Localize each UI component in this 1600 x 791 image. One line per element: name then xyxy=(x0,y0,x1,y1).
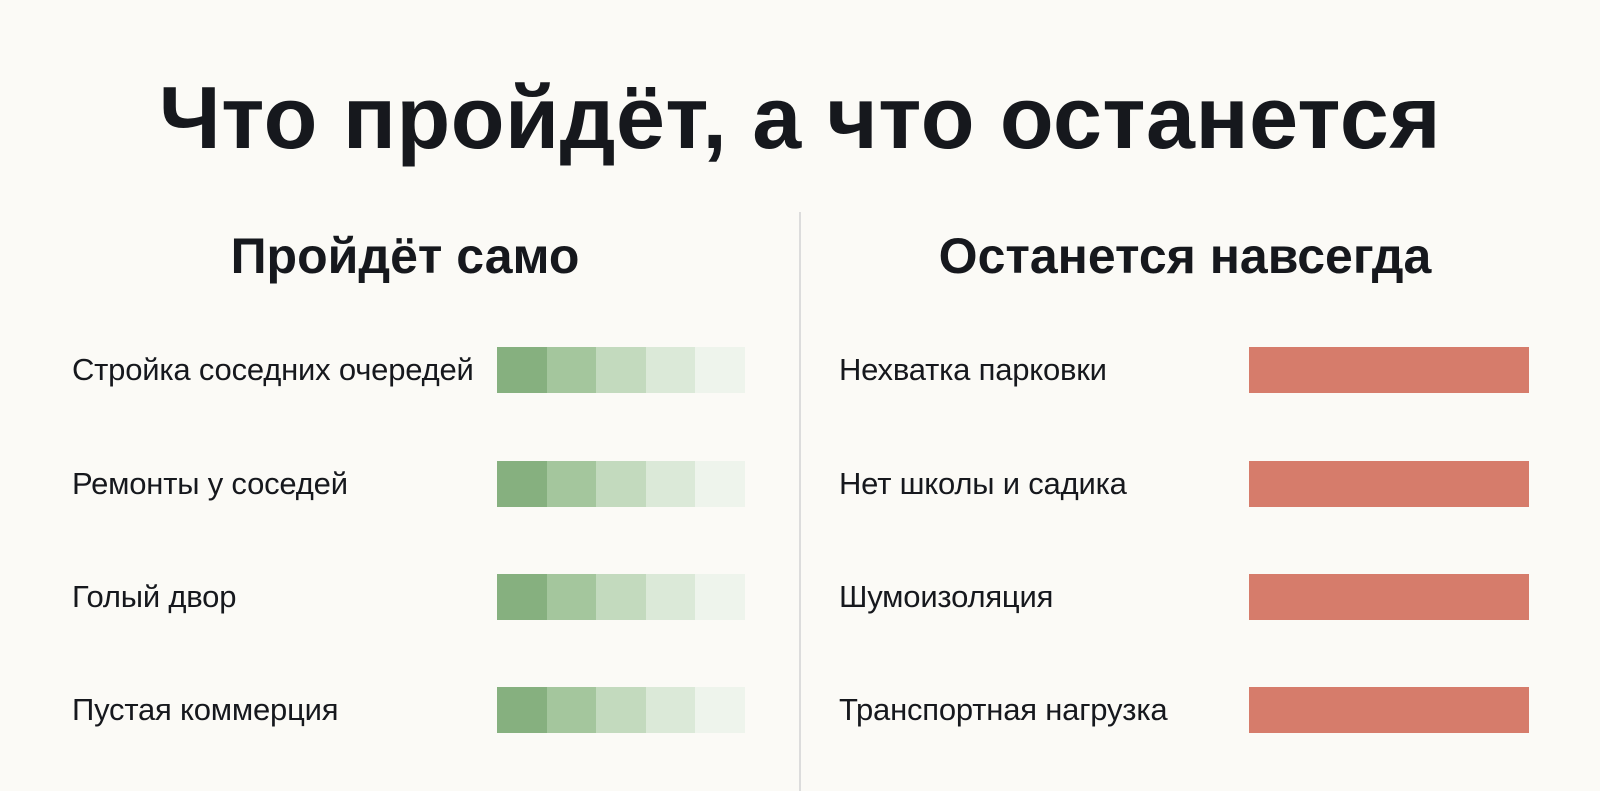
left-column-heading: Пройдёт само xyxy=(230,228,580,284)
column-divider xyxy=(799,212,801,791)
permanent-bar xyxy=(1249,687,1529,733)
permanent-bar xyxy=(1249,574,1529,620)
fading-bar-segment xyxy=(695,574,745,620)
fading-bar-segment xyxy=(645,574,696,620)
fading-item-row: Стройка соседних очередей xyxy=(72,346,772,394)
fading-item-row: Пустая коммерция xyxy=(72,686,772,734)
fading-bar-segment xyxy=(695,461,745,507)
fading-item-label: Пустая коммерция xyxy=(72,692,339,727)
fading-bar xyxy=(497,574,745,620)
right-column-heading: Останется навсегда xyxy=(938,228,1432,284)
permanent-item-row: Нет школы и садика xyxy=(839,460,1529,508)
fading-item-label: Стройка соседних очередей xyxy=(72,352,474,387)
fading-item-label: Ремонты у соседей xyxy=(72,466,348,501)
fading-bar-segment xyxy=(596,574,646,620)
fading-item-label: Голый двор xyxy=(72,579,237,614)
fading-bar-segment xyxy=(546,574,597,620)
fading-bar-segment xyxy=(497,461,547,507)
page-title: Что пройдёт, а что останется xyxy=(158,68,1442,167)
permanent-item-label: Транспортная нагрузка xyxy=(839,692,1168,727)
fading-bar-segment xyxy=(596,461,646,507)
fading-bar-segment xyxy=(596,687,646,733)
permanent-item-label: Нет школы и садика xyxy=(839,466,1127,501)
permanent-item-row: Транспортная нагрузка xyxy=(839,686,1529,734)
fading-bar-segment xyxy=(645,461,696,507)
permanent-bar xyxy=(1249,461,1529,507)
permanent-item-row: Нехватка парковки xyxy=(839,346,1529,394)
permanent-item-label: Шумоизоляция xyxy=(839,579,1054,614)
permanent-item-label: Нехватка парковки xyxy=(839,352,1107,387)
fading-bar-segment xyxy=(695,687,745,733)
fading-bar-segment xyxy=(645,687,696,733)
fading-bar-segment xyxy=(546,687,597,733)
fading-bar-segment xyxy=(497,574,547,620)
permanent-item-row: Шумоизоляция xyxy=(839,573,1529,621)
fading-bar-segment xyxy=(546,461,597,507)
fading-bar xyxy=(497,347,745,393)
fading-item-row: Голый двор xyxy=(72,573,772,621)
fading-bar xyxy=(497,687,745,733)
fading-bar-segment xyxy=(695,347,745,393)
permanent-bar xyxy=(1249,347,1529,393)
fading-bar xyxy=(497,461,745,507)
fading-bar-segment xyxy=(546,347,597,393)
fading-bar-segment xyxy=(645,347,696,393)
fading-bar-segment xyxy=(596,347,646,393)
fading-bar-segment xyxy=(497,347,547,393)
fading-item-row: Ремонты у соседей xyxy=(72,460,772,508)
fading-bar-segment xyxy=(497,687,547,733)
